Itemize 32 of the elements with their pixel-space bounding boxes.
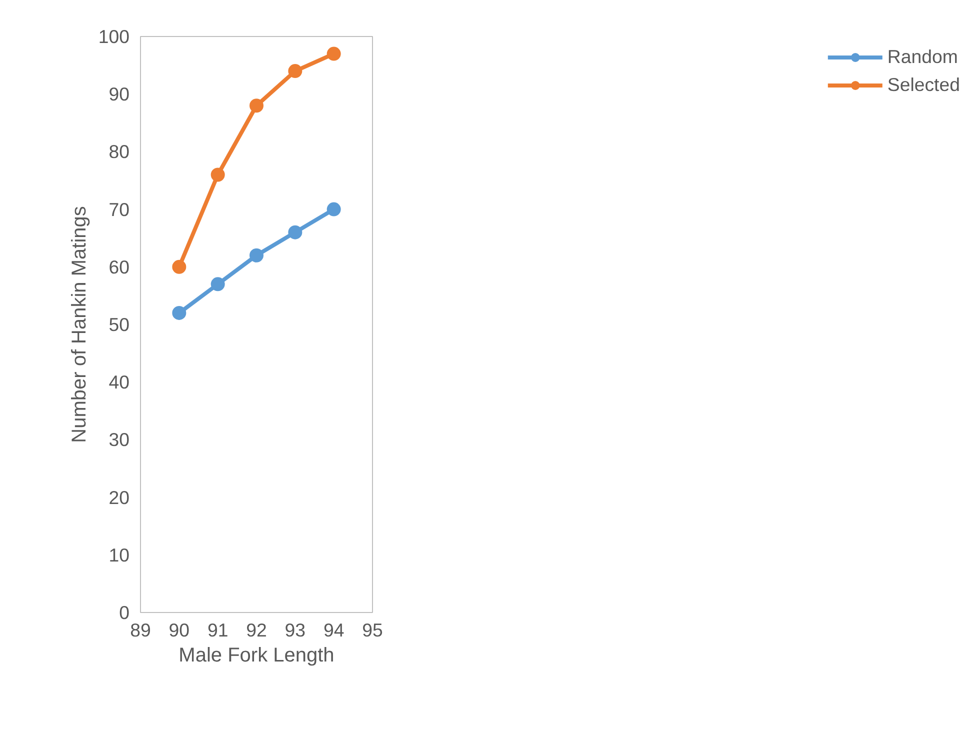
y-tick-label: 30	[108, 429, 130, 450]
y-tick-label: 50	[108, 314, 130, 335]
y-tick-label: 0	[119, 602, 130, 623]
y-tick-label: 100	[98, 26, 130, 47]
point	[172, 260, 186, 274]
x-tick-label: 95	[362, 620, 383, 640]
x-tick-label: 94	[323, 620, 344, 640]
x-tick-label: 93	[284, 620, 306, 640]
y-tick-label: 60	[108, 256, 130, 278]
x-axis-title: Male Fork Length	[178, 644, 334, 666]
y-tick-label: 70	[108, 198, 130, 220]
point	[288, 225, 302, 240]
point	[250, 98, 264, 113]
point	[326, 202, 341, 216]
point	[210, 168, 225, 182]
point	[326, 46, 341, 61]
x-tick-label: 92	[246, 620, 267, 640]
legend-label: Random	[887, 46, 958, 68]
x-tick-label: 91	[207, 620, 228, 640]
x-tick-label: 90	[168, 620, 190, 640]
y-tick-label: 90	[108, 84, 130, 105]
x-tick-label: 89	[130, 620, 151, 640]
point	[250, 248, 264, 262]
y-tick-label: 20	[108, 486, 130, 508]
y-axis-title: Number of Hankin Matings	[68, 206, 90, 443]
y-tick-label: 40	[108, 372, 130, 393]
point	[288, 64, 302, 78]
point	[210, 277, 225, 292]
point	[172, 306, 186, 320]
y-tick-label: 80	[108, 141, 130, 162]
legend-label: Selected	[887, 74, 960, 96]
y-tick-label: 10	[108, 544, 130, 566]
